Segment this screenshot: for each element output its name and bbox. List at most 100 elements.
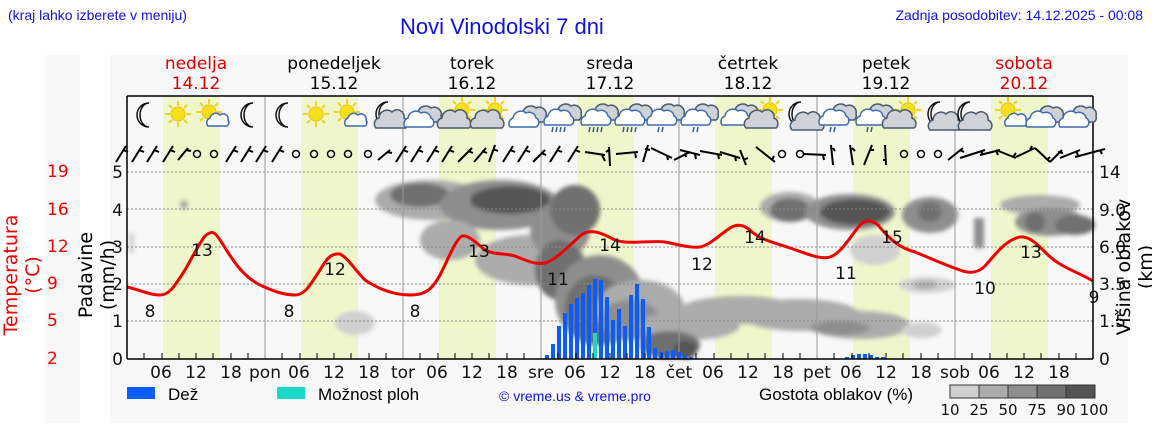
svg-text:12: 12 — [875, 363, 897, 383]
svg-text:0: 0 — [1099, 350, 1110, 370]
svg-text:14: 14 — [1099, 163, 1121, 183]
svg-text:8: 8 — [410, 302, 421, 322]
cloud-icon — [1058, 105, 1098, 128]
svg-text:0: 0 — [112, 350, 123, 370]
svg-text:18: 18 — [220, 363, 242, 383]
day-name: nedelja — [164, 54, 228, 74]
svg-text:25: 25 — [969, 401, 988, 419]
moon-icon — [275, 102, 289, 128]
temp-tick: 12 — [47, 237, 69, 257]
svg-text:4: 4 — [112, 201, 123, 221]
svg-text:12: 12 — [1013, 363, 1035, 383]
cloud-rain-icon — [543, 103, 583, 133]
temp-tick: 2 — [47, 349, 58, 369]
svg-text:06: 06 — [840, 363, 862, 383]
svg-text:06: 06 — [288, 363, 310, 383]
moon-cloud-icon — [788, 101, 825, 131]
cloud-density-label: Gostota oblakov (%) — [759, 385, 914, 404]
svg-text:12: 12 — [461, 363, 483, 383]
svg-text:18: 18 — [1048, 363, 1070, 383]
day-header-tuesday: torek 16.12 — [403, 54, 541, 94]
moon-cloud-icon — [927, 101, 963, 131]
day-name: sobota — [995, 54, 1053, 74]
rain-legend-label: Dež — [168, 385, 199, 404]
cloud-icon — [403, 105, 443, 128]
rain-bars — [545, 279, 885, 359]
svg-text:18: 18 — [910, 363, 932, 383]
svg-text:5: 5 — [112, 163, 123, 183]
grid-lines — [127, 171, 1093, 322]
svg-text:50: 50 — [998, 401, 1017, 419]
region-hint: (kraj lahko izberete v meniju) — [8, 7, 187, 23]
day-header-friday: petek 19.12 — [817, 54, 955, 94]
svg-text:2: 2 — [112, 275, 123, 295]
svg-text:10: 10 — [940, 401, 959, 419]
svg-text:8: 8 — [145, 302, 156, 322]
cloud-rain-light-icon — [818, 103, 858, 133]
page-title: Novi Vinodolski 7 dni — [400, 14, 604, 39]
day-date: 20.12 — [999, 74, 1049, 94]
cloud-density-ticks: 10 25 50 75 90 100 — [940, 401, 1108, 419]
svg-text:čet: čet — [666, 363, 693, 383]
svg-text:1: 1 — [112, 312, 123, 332]
moon-cloud-icon — [957, 101, 993, 131]
svg-text:12: 12 — [323, 363, 345, 383]
svg-text:12: 12 — [599, 363, 621, 383]
cloud-density-scale — [949, 384, 1096, 399]
temperature-axis-panel — [45, 55, 80, 423]
day-name: sreda — [586, 54, 634, 74]
svg-text:9: 9 — [1089, 288, 1100, 308]
day-header-saturday: sobota 20.12 — [955, 54, 1093, 94]
day-header-wednesday: sreda 17.12 — [541, 54, 679, 94]
svg-text:1.5: 1.5 — [1099, 312, 1126, 332]
svg-text:18: 18 — [358, 363, 380, 383]
shower-legend-swatch — [277, 387, 305, 399]
svg-text:sob: sob — [940, 363, 970, 383]
cloud-height-ticks: 14 9.0 6.0 3.5 1.5 0 — [1099, 163, 1126, 370]
shower-bar — [593, 333, 597, 359]
temp-tick: 5 — [47, 311, 58, 331]
copyright-link[interactable]: © vreme.us & vreme.pro — [499, 388, 651, 404]
hour-labels: 06 12 18 pon 06 12 18 tor 06 12 18 sre 06 12 18 … — [150, 363, 1070, 383]
cloud-rain-icon — [614, 103, 654, 133]
svg-text:06: 06 — [426, 363, 448, 383]
rain-legend-swatch — [127, 387, 155, 399]
svg-text:18: 18 — [496, 363, 518, 383]
day-dividers — [264, 96, 956, 359]
last-updated: Zadnja posodobitev: 14.12.2025 - 00:08 — [895, 7, 1143, 23]
svg-text:100: 100 — [1080, 401, 1109, 419]
svg-text:3.5: 3.5 — [1099, 275, 1126, 295]
day-date: 19.12 — [861, 74, 911, 94]
svg-text:sre: sre — [528, 363, 554, 383]
svg-text:pet: pet — [803, 363, 831, 383]
svg-text:13: 13 — [468, 242, 490, 262]
svg-text:8: 8 — [284, 302, 295, 322]
moon-icon — [136, 102, 150, 128]
svg-text:12: 12 — [324, 260, 346, 280]
svg-text:18: 18 — [772, 363, 794, 383]
svg-text:18: 18 — [634, 363, 656, 383]
svg-text:13: 13 — [191, 241, 213, 261]
temperature-line — [126, 219, 1094, 297]
day-name: torek — [450, 54, 494, 74]
svg-text:06: 06 — [564, 363, 586, 383]
svg-text:13: 13 — [1020, 243, 1042, 263]
svg-text:10: 10 — [974, 279, 996, 299]
svg-text:9.0: 9.0 — [1099, 201, 1126, 221]
svg-text:11: 11 — [547, 270, 569, 290]
day-header-sunday: nedelja 14.12 — [127, 54, 265, 94]
day-date: 15.12 — [309, 74, 359, 94]
svg-text:06: 06 — [150, 363, 172, 383]
shower-legend-label: Možnost ploh — [318, 385, 420, 404]
svg-text:14: 14 — [599, 236, 621, 256]
weather-icons-row — [136, 96, 1098, 133]
temperature-labels: 8 13 8 12 8 13 11 14 12 14 11 15 10 13 9 — [145, 228, 1100, 322]
day-name: ponedeljek — [287, 54, 381, 74]
precip-ticks: 5 4 3 2 1 0 — [112, 163, 123, 370]
cloud-rain-light-icon — [855, 103, 895, 133]
temp-tick: 16 — [47, 200, 69, 220]
day-date: 14.12 — [171, 74, 221, 94]
svg-text:6.0: 6.0 — [1099, 238, 1126, 258]
cloud-rain-light-icon — [680, 103, 720, 133]
